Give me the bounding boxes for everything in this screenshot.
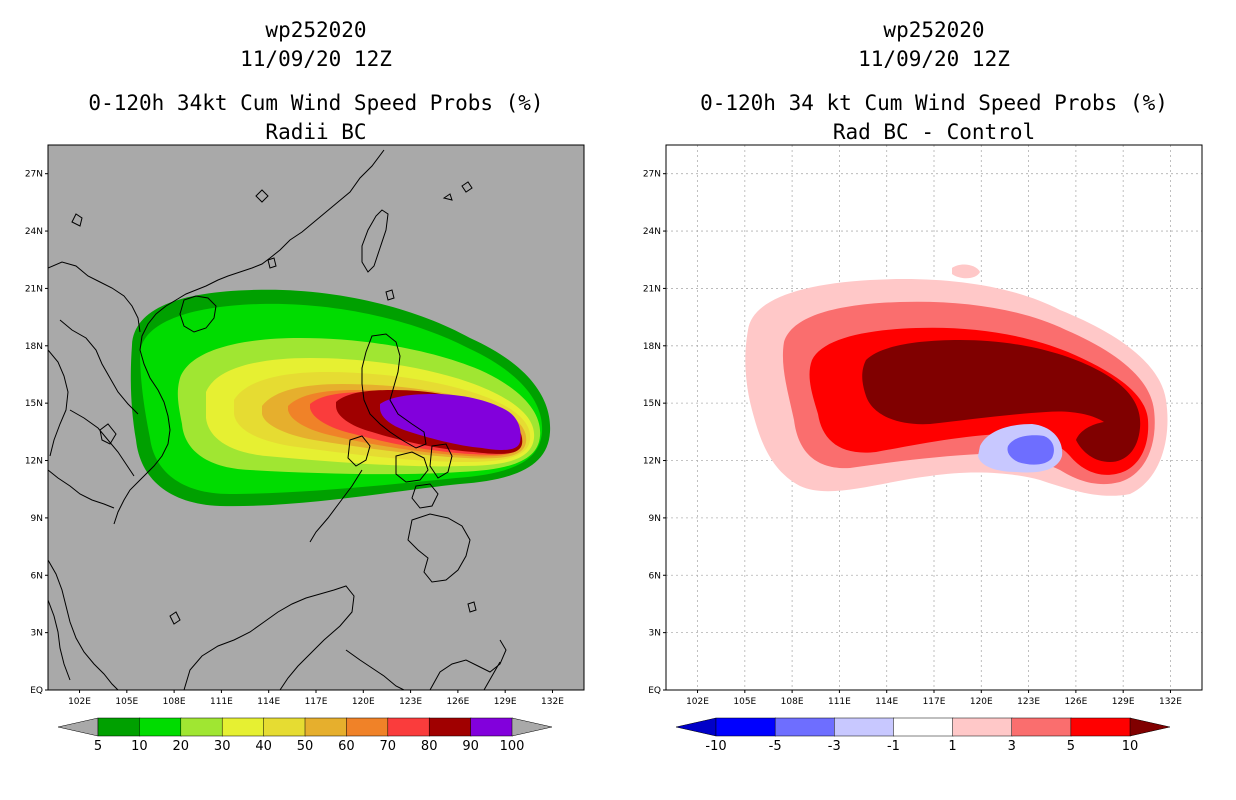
colorbar-swatch: [834, 717, 895, 737]
colorbar-swatch: [1070, 717, 1131, 737]
lat-tick-label: 12N: [25, 457, 43, 467]
colorbar-label: -10: [705, 739, 726, 754]
lon-tick-label: 117E: [305, 697, 328, 707]
lat-tick-label: 15N: [643, 399, 661, 409]
lon-tick-label: 123E: [399, 697, 422, 707]
lat-tick-label: 18N: [643, 342, 661, 352]
lon-tick-label: 123E: [1017, 697, 1040, 707]
colorbar-label: 100: [500, 739, 525, 754]
right-colorbar: -10 -5 -3 -1 1 3 5 10: [675, 717, 1171, 754]
colorbar-high-arrow: [1129, 717, 1171, 737]
lon-tick-label: 114E: [257, 697, 280, 707]
left-axis-ticks: 27N 24N 21N 18N 15N 12N 9N 6N 3N EQ 102E 105E 108E 11…: [25, 170, 564, 707]
right-title-product: 0-120h 34 kt Cum Wind Speed Probs (%): [700, 91, 1168, 115]
colorbar-swatch: [387, 717, 430, 737]
lon-tick-label: 108E: [163, 697, 186, 707]
lon-tick-label: 132E: [1159, 697, 1182, 707]
lon-tick-label: 102E: [686, 697, 709, 707]
lon-tick-label: 111E: [828, 697, 851, 707]
lon-tick-label: 120E: [970, 697, 993, 707]
colorbar-label: 90: [462, 739, 479, 754]
lat-tick-label: 27N: [643, 170, 661, 180]
colorbar-label: 5: [1067, 739, 1075, 754]
lat-tick-label: 6N: [649, 571, 661, 581]
colorbar-label: 50: [297, 739, 314, 754]
lat-tick-label: 15N: [25, 399, 43, 409]
colorbar-swatch: [428, 717, 472, 737]
colorbar-low-arrow: [675, 717, 717, 737]
colorbar-label: 1: [948, 739, 956, 754]
lat-tick-label: 27N: [25, 170, 43, 180]
colorbar-high-arrow: [511, 717, 553, 737]
colorbar-label: 70: [380, 739, 397, 754]
left-colorbar: 5 10 20 30 40 50 60 70 80 90 100: [57, 717, 553, 754]
lat-tick-label: 21N: [643, 284, 661, 294]
lon-tick-label: 117E: [923, 697, 946, 707]
lat-tick-label: 6N: [31, 571, 43, 581]
colorbar-swatch: [304, 717, 348, 737]
colorbar-swatch: [180, 717, 223, 737]
lon-tick-label: 105E: [115, 697, 138, 707]
lat-tick-label: EQ: [648, 686, 661, 696]
lon-tick-label: 126E: [446, 697, 469, 707]
colorbar-label: 3: [1008, 739, 1016, 754]
colorbar-label: 5: [94, 739, 102, 754]
left-title-storm-id: wp252020: [265, 18, 367, 42]
left-probability-contours: [130, 289, 551, 507]
colorbar-swatch: [221, 717, 265, 737]
lon-tick-label: 129E: [494, 697, 517, 707]
colorbar-label: 10: [1122, 739, 1139, 754]
colorbar-swatch: [346, 717, 389, 737]
colorbar-label: 10: [131, 739, 148, 754]
colorbar-label: 80: [421, 739, 438, 754]
right-title-storm-id: wp252020: [883, 18, 985, 42]
lat-tick-label: 9N: [649, 514, 661, 524]
right-difference-contours: [745, 264, 1168, 496]
left-title-datetime: 11/09/20 12Z: [240, 47, 392, 71]
colorbar-label: -1: [887, 739, 900, 754]
colorbar-swatch: [1011, 717, 1072, 737]
colorbar-swatch: [774, 717, 836, 737]
colorbar-swatch: [263, 717, 306, 737]
right-title-variant: Rad BC - Control: [832, 120, 1036, 144]
right-title-datetime: 11/09/20 12Z: [858, 47, 1010, 71]
lon-tick-label: 102E: [68, 697, 91, 707]
colorbar-swatch: [139, 717, 182, 737]
left-map-panel: 27N 24N 21N 18N 15N 12N 9N 6N 3N EQ 102E 105E 108E 11…: [25, 144, 585, 754]
colorbar-swatch: [893, 717, 954, 737]
left-title-product: 0-120h 34kt Cum Wind Speed Probs (%): [88, 91, 544, 115]
colorbar-label: -3: [828, 739, 841, 754]
lon-tick-label: 114E: [875, 697, 898, 707]
colorbar-label: -5: [769, 739, 782, 754]
colorbar-label: 20: [173, 739, 190, 754]
lon-tick-label: 105E: [733, 697, 756, 707]
colorbar-swatch: [952, 717, 1013, 737]
colorbar-swatch: [97, 717, 141, 737]
lon-tick-label: 129E: [1112, 697, 1135, 707]
colorbar-label: 40: [255, 739, 272, 754]
lat-tick-label: EQ: [30, 686, 43, 696]
colorbar-label: 30: [214, 739, 231, 754]
lat-tick-label: 24N: [25, 227, 43, 237]
lon-tick-label: 132E: [541, 697, 564, 707]
lon-tick-label: 126E: [1064, 697, 1087, 707]
lon-tick-label: 111E: [210, 697, 233, 707]
colorbar-label: 60: [338, 739, 355, 754]
lat-tick-label: 3N: [31, 629, 43, 639]
colorbar-swatch: [715, 717, 776, 737]
left-title-variant: Radii BC: [265, 120, 367, 144]
lat-tick-label: 21N: [25, 284, 43, 294]
lon-tick-label: 120E: [352, 697, 375, 707]
lat-tick-label: 9N: [31, 514, 43, 524]
right-axis-ticks: 27N 24N 21N 18N 15N 12N 9N 6N 3N EQ 102E 105E 108E 11…: [643, 170, 1182, 707]
colorbar-swatch: [470, 717, 513, 737]
lon-tick-label: 108E: [781, 697, 804, 707]
lat-tick-label: 24N: [643, 227, 661, 237]
lat-tick-label: 3N: [649, 629, 661, 639]
lat-tick-label: 12N: [643, 457, 661, 467]
lat-tick-label: 18N: [25, 342, 43, 352]
colorbar-low-arrow: [57, 717, 99, 737]
